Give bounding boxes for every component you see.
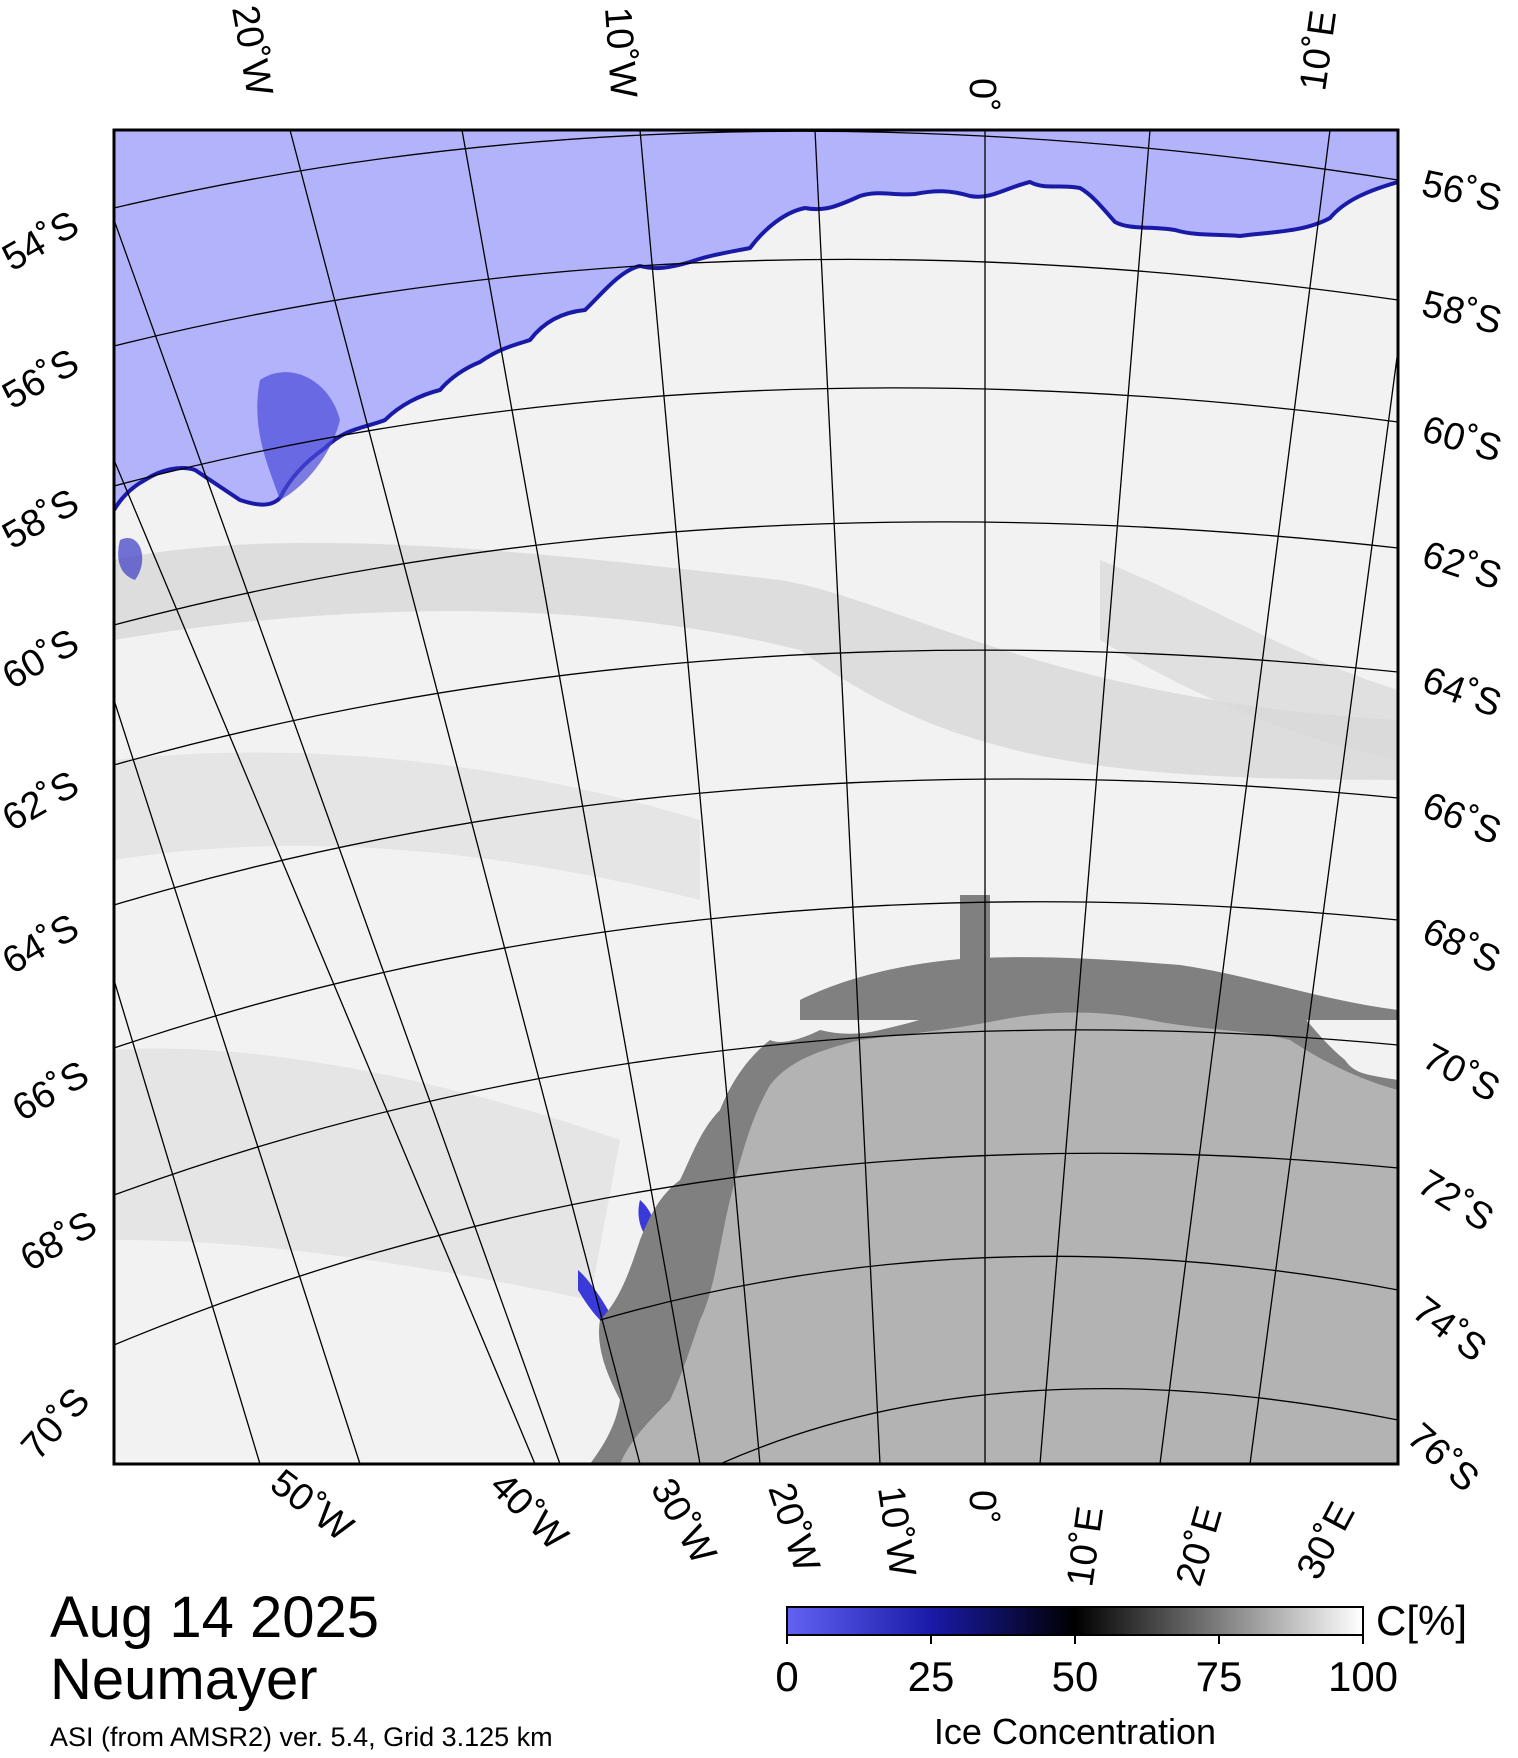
right-label-66s: 66˚S: [1417, 784, 1507, 853]
left-label-68s: 68˚S: [14, 1203, 105, 1280]
left-label-70s: 70˚S: [13, 1380, 98, 1468]
bottom-label-40w: 40˚W: [482, 1465, 576, 1559]
colorbar-tick: [1362, 1634, 1364, 1644]
bottom-label-0: 0˚: [961, 1490, 1003, 1524]
right-label-76s: 76˚S: [1399, 1415, 1487, 1500]
right-label-56s: 56˚S: [1418, 163, 1505, 221]
map-date: Aug 14 2025: [50, 1585, 379, 1650]
bottom-label-10e: 10˚E: [1059, 1504, 1112, 1589]
colorbar: [786, 1606, 1364, 1636]
colorbar-tick: [930, 1634, 932, 1644]
top-label-10w: 10˚W: [596, 6, 644, 100]
bottom-label-30e: 30˚E: [1289, 1496, 1364, 1587]
bottom-label-50w: 50˚W: [263, 1462, 361, 1550]
right-label-68s: 68˚S: [1416, 910, 1507, 982]
right-label-62s: 62˚S: [1417, 534, 1506, 599]
bottom-label-30w: 30˚W: [642, 1472, 724, 1572]
right-label-60s: 60˚S: [1418, 408, 1507, 471]
left-label-54s: 54˚S: [0, 203, 86, 280]
bottom-label-10w: 10˚W: [869, 1483, 923, 1579]
ice-texture-band: [1100, 560, 1398, 760]
bottom-label-20e: 20˚E: [1168, 1502, 1231, 1591]
map-station: Neumayer: [50, 1647, 318, 1712]
colorbar-tick: [1074, 1634, 1076, 1644]
right-label-70s: 70˚S: [1416, 1036, 1507, 1111]
right-label-74s: 74˚S: [1405, 1289, 1494, 1371]
left-label-62s: 62˚S: [0, 763, 86, 840]
colorbar-title: Ice Concentration: [933, 1711, 1217, 1752]
open-water: [114, 130, 1398, 510]
bottom-label-20w: 20˚W: [759, 1478, 827, 1577]
ice-edge-patches: [257, 372, 340, 500]
colorbar-gradient: [788, 1608, 1362, 1634]
graticule-meridians: [114, 130, 1398, 1464]
top-label-0: 0˚: [961, 78, 1003, 112]
ice-edge-patches: [118, 538, 143, 580]
top-label-10e: 10˚E: [1292, 8, 1345, 93]
map-frame: [112, 128, 1400, 1466]
colorbar-tick-label: 75: [1195, 1653, 1243, 1700]
top-label-20w: 20˚W: [223, 2, 280, 99]
ice-texture-band: [114, 542, 1398, 780]
colorbar-tick: [786, 1634, 788, 1644]
ice-shelf: [960, 895, 990, 960]
ice-shelf: [800, 957, 1398, 1020]
left-label-66s: 66˚S: [6, 1053, 97, 1130]
right-label-72s: 72˚S: [1410, 1162, 1500, 1240]
graticule-parallels: [114, 130, 1398, 1464]
right-label-64s: 64˚S: [1417, 659, 1507, 726]
left-label-60s: 60˚S: [0, 621, 86, 698]
data-source: ASI (from AMSR2) ver. 5.4, Grid 3.125 km: [50, 1722, 553, 1752]
ice-texture-band: [114, 752, 700, 900]
right-label-58s: 58˚S: [1418, 283, 1506, 343]
left-label-64s: 64˚S: [0, 906, 86, 983]
colorbar-tick: [1218, 1634, 1220, 1644]
ice-texture-band: [114, 1048, 620, 1300]
left-label-56s: 56˚S: [0, 341, 86, 418]
colorbar-tick-label: 0: [775, 1653, 799, 1700]
colorbar-unit: C[%]: [1376, 1597, 1468, 1644]
colorbar-tick-label: 25: [907, 1653, 955, 1700]
colorbar-tick-label: 50: [1051, 1653, 1099, 1700]
colorbar-tick-label: 100: [1327, 1653, 1399, 1700]
left-label-58s: 58˚S: [0, 481, 86, 558]
